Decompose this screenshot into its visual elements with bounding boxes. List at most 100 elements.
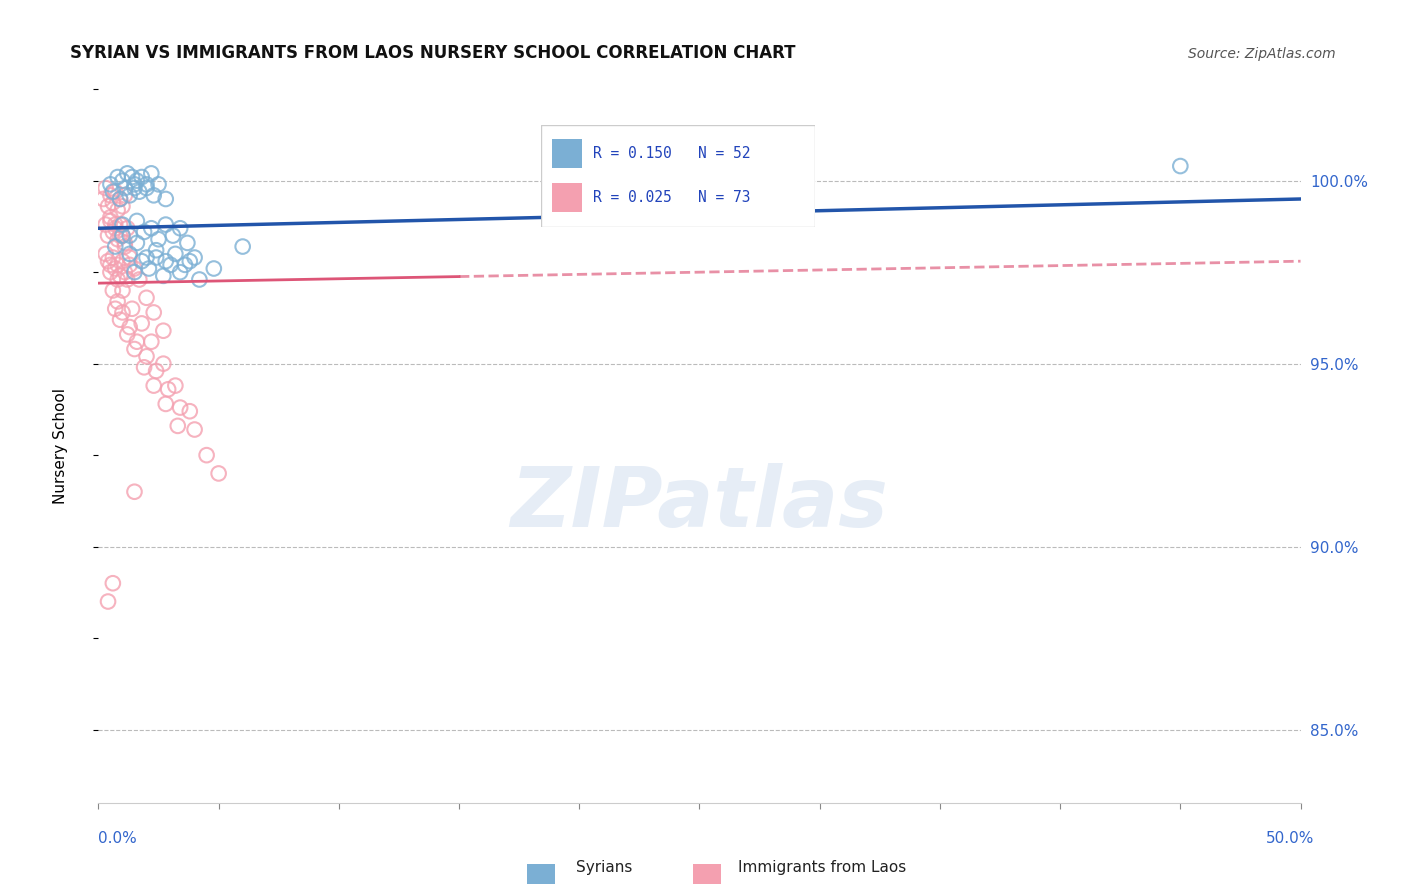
Point bbox=[104, 218, 127, 232]
Point bbox=[124, 342, 146, 356]
Point bbox=[155, 218, 177, 232]
Text: R = 0.150   N = 52: R = 0.150 N = 52 bbox=[593, 146, 751, 161]
Point bbox=[111, 254, 134, 268]
Point bbox=[108, 228, 131, 243]
Point bbox=[100, 188, 122, 202]
Point bbox=[125, 334, 148, 349]
Point bbox=[169, 221, 191, 235]
Point bbox=[125, 214, 148, 228]
Point bbox=[111, 218, 134, 232]
Point bbox=[111, 199, 134, 213]
Point bbox=[97, 199, 120, 213]
Point bbox=[162, 228, 184, 243]
Point bbox=[124, 265, 146, 279]
Point bbox=[118, 258, 141, 272]
Point bbox=[132, 225, 155, 239]
Point bbox=[107, 232, 129, 246]
Point bbox=[117, 272, 139, 286]
Point bbox=[135, 349, 157, 363]
Point bbox=[101, 576, 124, 591]
Point bbox=[232, 239, 254, 253]
Point bbox=[145, 251, 167, 265]
Text: 0.0%: 0.0% bbox=[98, 831, 138, 846]
Y-axis label: Nursery School: Nursery School bbox=[53, 388, 69, 504]
Point bbox=[117, 166, 139, 180]
Point bbox=[135, 291, 157, 305]
Point bbox=[107, 294, 129, 309]
Point bbox=[135, 181, 157, 195]
Point bbox=[100, 258, 122, 272]
Point bbox=[131, 169, 153, 184]
Point bbox=[94, 181, 117, 195]
Text: R = 0.025   N = 73: R = 0.025 N = 73 bbox=[593, 190, 751, 205]
Point bbox=[141, 221, 163, 235]
Text: 50.0%: 50.0% bbox=[1267, 831, 1315, 846]
Point bbox=[97, 228, 120, 243]
Point bbox=[104, 261, 127, 276]
Point bbox=[101, 185, 124, 199]
Point bbox=[94, 218, 117, 232]
Point bbox=[100, 214, 122, 228]
Point bbox=[97, 254, 120, 268]
Point bbox=[1170, 159, 1192, 173]
Point bbox=[179, 254, 201, 268]
Point bbox=[100, 265, 122, 279]
Point bbox=[141, 334, 163, 349]
Point bbox=[159, 258, 181, 272]
Point bbox=[111, 284, 134, 298]
Point bbox=[183, 423, 205, 437]
Point bbox=[118, 251, 141, 265]
Point bbox=[104, 221, 127, 235]
Point bbox=[125, 235, 148, 250]
Point bbox=[155, 192, 177, 206]
Point bbox=[124, 261, 146, 276]
Point bbox=[155, 254, 177, 268]
Point bbox=[101, 195, 124, 210]
Point bbox=[108, 192, 131, 206]
Text: Source: ZipAtlas.com: Source: ZipAtlas.com bbox=[1188, 47, 1336, 61]
Point bbox=[108, 192, 131, 206]
Point bbox=[208, 467, 231, 481]
Point bbox=[117, 327, 139, 342]
Point bbox=[152, 357, 174, 371]
Point bbox=[97, 594, 120, 608]
Point bbox=[104, 239, 127, 253]
Point bbox=[114, 239, 136, 253]
Point bbox=[141, 166, 163, 180]
Point bbox=[152, 268, 174, 283]
Point bbox=[145, 244, 167, 258]
Point bbox=[145, 364, 167, 378]
Point bbox=[111, 228, 134, 243]
Point bbox=[94, 247, 117, 261]
Point bbox=[100, 211, 122, 225]
Point bbox=[114, 265, 136, 279]
Point bbox=[101, 225, 124, 239]
Point bbox=[176, 235, 198, 250]
Point bbox=[131, 254, 153, 268]
Point bbox=[131, 317, 153, 331]
Point bbox=[166, 418, 188, 433]
FancyBboxPatch shape bbox=[553, 184, 582, 212]
Point bbox=[118, 320, 141, 334]
Point bbox=[179, 404, 201, 418]
FancyBboxPatch shape bbox=[541, 125, 815, 227]
Point bbox=[152, 324, 174, 338]
Point bbox=[142, 188, 165, 202]
Point bbox=[155, 397, 177, 411]
Point bbox=[183, 251, 205, 265]
Point bbox=[195, 448, 218, 462]
Point bbox=[128, 185, 150, 199]
Text: Syrians: Syrians bbox=[576, 861, 633, 875]
Point bbox=[121, 301, 143, 316]
Point bbox=[108, 312, 131, 326]
Point bbox=[148, 178, 170, 192]
FancyBboxPatch shape bbox=[553, 139, 582, 168]
Point bbox=[91, 192, 114, 206]
Point bbox=[128, 272, 150, 286]
Point bbox=[125, 174, 148, 188]
Point bbox=[114, 188, 136, 202]
Point bbox=[124, 484, 146, 499]
Point bbox=[202, 261, 225, 276]
Point bbox=[157, 382, 180, 396]
Point bbox=[135, 251, 157, 265]
